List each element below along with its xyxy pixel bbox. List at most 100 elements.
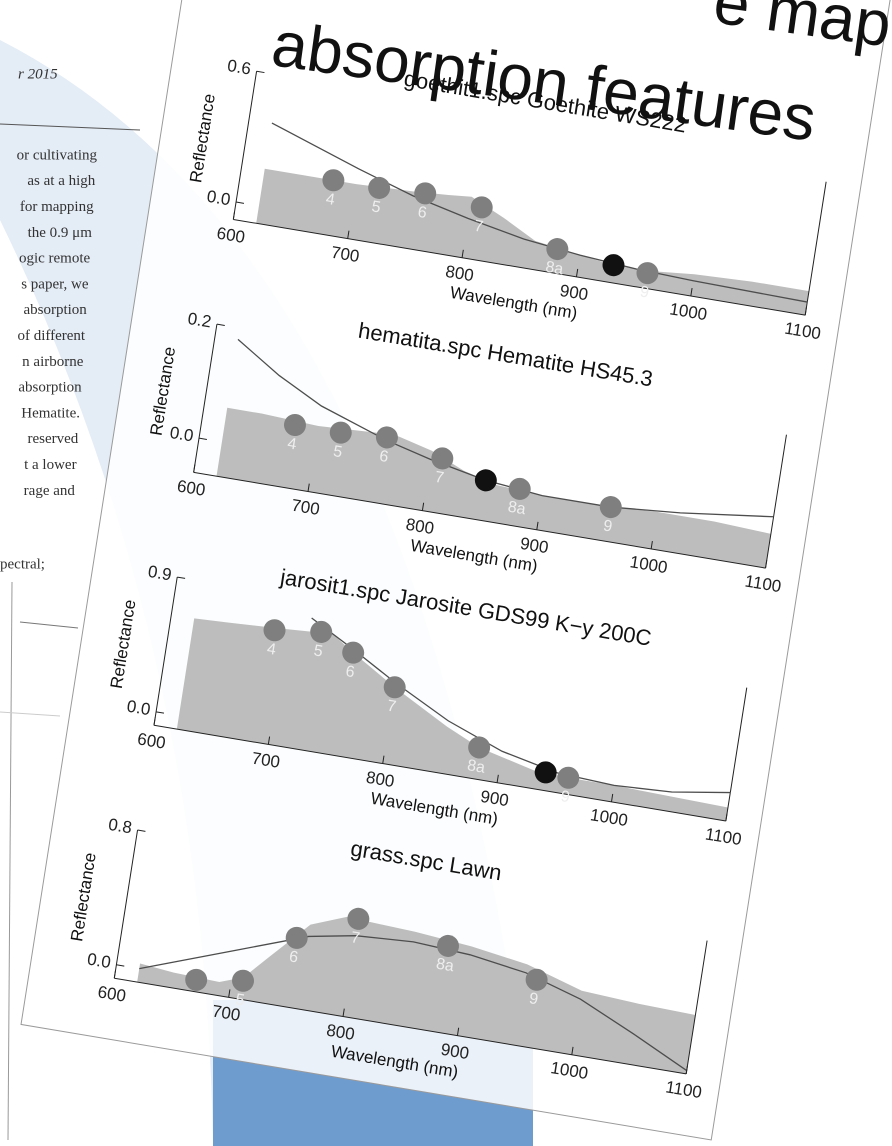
x-tick-label: 700 xyxy=(211,1001,242,1024)
band-label: 5 xyxy=(234,991,246,1009)
x-tick-label: 800 xyxy=(365,768,396,791)
axis-line xyxy=(193,324,218,473)
x-tick xyxy=(113,970,117,979)
band-label: 4 xyxy=(325,191,337,209)
y-tick xyxy=(177,576,186,579)
band-point xyxy=(546,238,569,261)
band-label: 9 xyxy=(639,283,651,301)
x-tick-label: 900 xyxy=(439,1040,470,1063)
paper-line: of different xyxy=(17,328,85,344)
axis-line xyxy=(233,218,806,316)
paper-line: rage and xyxy=(24,483,76,499)
paper-line: reserved xyxy=(27,431,78,447)
band-label: 6 xyxy=(344,663,356,681)
x-tick-label: 800 xyxy=(325,1021,356,1044)
rule xyxy=(19,621,79,629)
paper-line: n airborne xyxy=(22,354,84,370)
band-point xyxy=(322,169,345,192)
band-point xyxy=(508,477,531,500)
band-point xyxy=(414,182,437,205)
band-label: 8a xyxy=(507,499,527,519)
band-point xyxy=(285,926,308,949)
band-label: 6 xyxy=(378,448,390,466)
paper-line: ogic remote xyxy=(19,251,91,267)
band-point xyxy=(232,969,254,992)
page-edge xyxy=(7,581,13,1141)
paper-line: t a lower xyxy=(24,457,76,473)
axis-line xyxy=(153,724,726,822)
x-tick-label: 700 xyxy=(290,496,321,519)
axis-line xyxy=(685,940,708,1075)
band-label: 4 xyxy=(266,641,278,659)
y-tick-label: 0.0 xyxy=(206,187,232,210)
band-point xyxy=(599,496,622,519)
band-label: 5 xyxy=(332,443,344,461)
x-tick xyxy=(575,268,579,277)
axis-line xyxy=(193,471,766,569)
paper-line: absorption xyxy=(18,380,82,396)
y-tick xyxy=(116,964,125,967)
x-tick xyxy=(610,793,614,802)
running-head: r 2015 xyxy=(18,66,58,82)
band-label: 8a xyxy=(466,757,486,777)
x-tick xyxy=(685,1065,688,1075)
x-tick-label: 900 xyxy=(519,534,550,557)
axis-line xyxy=(153,577,178,726)
axis-line xyxy=(232,71,258,220)
y-tick-label: 0.0 xyxy=(168,423,194,446)
band-point xyxy=(636,262,659,285)
y-tick xyxy=(137,829,146,832)
x-tick xyxy=(347,230,350,239)
paper-line: absorption xyxy=(23,302,87,318)
band-point xyxy=(474,469,497,492)
x-tick-label: 600 xyxy=(215,224,246,247)
band-label: 5 xyxy=(312,642,324,660)
axis-line xyxy=(725,687,748,822)
band-label: 7 xyxy=(386,698,398,716)
band-label: 5 xyxy=(370,198,382,216)
x-tick xyxy=(725,813,728,822)
y-tick xyxy=(216,323,225,326)
x-tick xyxy=(650,540,653,550)
band-point xyxy=(347,907,370,930)
x-tick xyxy=(153,717,156,726)
x-tick xyxy=(571,1046,574,1055)
band-point xyxy=(284,413,306,437)
spectrum-area xyxy=(137,916,696,1074)
paper-line: as at a high xyxy=(27,173,95,189)
x-tick xyxy=(536,521,539,530)
x-tick xyxy=(690,288,693,297)
band-point xyxy=(431,447,454,470)
axis-line xyxy=(804,181,827,316)
axis-line xyxy=(114,977,687,1075)
band-label: 9 xyxy=(560,788,572,806)
x-tick xyxy=(342,1008,345,1017)
y-tick-label: 0.0 xyxy=(126,697,152,720)
x-tick xyxy=(461,249,464,258)
paper-line: s paper, we xyxy=(21,276,89,292)
band-label: 4 xyxy=(286,435,298,453)
band-label: 8a xyxy=(544,259,564,279)
y-tick xyxy=(198,437,207,440)
y-tick-label: 0.6 xyxy=(226,56,252,79)
y-tick xyxy=(256,70,265,74)
x-tick xyxy=(267,736,271,745)
band-point xyxy=(468,736,491,759)
y-tick xyxy=(156,711,165,714)
axis-line xyxy=(765,434,787,569)
band-point xyxy=(263,619,286,642)
y-tick xyxy=(235,201,245,204)
band-point xyxy=(602,254,625,277)
band-point xyxy=(383,676,406,699)
y-tick-label: 0.0 xyxy=(86,949,112,972)
band-point xyxy=(329,421,352,444)
fit-curve xyxy=(237,338,774,518)
fit-curve xyxy=(271,122,808,303)
paper-line: or cultivating xyxy=(17,147,98,163)
band-label: 9 xyxy=(528,990,540,1008)
x-tick-label: 600 xyxy=(136,729,167,752)
x-tick xyxy=(232,211,236,220)
axis-line xyxy=(113,829,139,979)
band-label: 7 xyxy=(473,218,485,236)
paper-line: the 0.9 μm xyxy=(28,225,93,241)
